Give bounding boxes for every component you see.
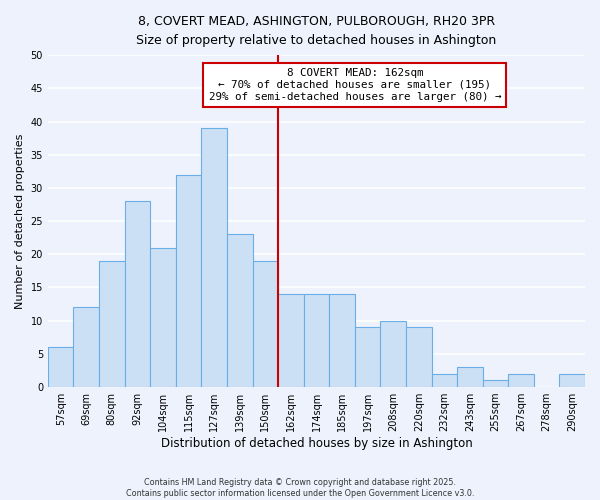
Bar — [202, 128, 227, 387]
Bar — [150, 248, 176, 387]
Bar — [125, 201, 150, 387]
Bar — [508, 374, 534, 387]
Bar — [355, 328, 380, 387]
Bar — [227, 234, 253, 387]
Text: 8 COVERT MEAD: 162sqm
← 70% of detached houses are smaller (195)
29% of semi-det: 8 COVERT MEAD: 162sqm ← 70% of detached … — [209, 68, 501, 102]
Bar — [48, 347, 73, 387]
Y-axis label: Number of detached properties: Number of detached properties — [15, 134, 25, 309]
Text: Contains HM Land Registry data © Crown copyright and database right 2025.
Contai: Contains HM Land Registry data © Crown c… — [126, 478, 474, 498]
X-axis label: Distribution of detached houses by size in Ashington: Distribution of detached houses by size … — [161, 437, 472, 450]
Bar — [406, 328, 431, 387]
Bar — [304, 294, 329, 387]
Bar — [559, 374, 585, 387]
Bar — [431, 374, 457, 387]
Bar — [253, 261, 278, 387]
Bar — [457, 367, 482, 387]
Bar — [176, 174, 202, 387]
Bar — [380, 320, 406, 387]
Title: 8, COVERT MEAD, ASHINGTON, PULBOROUGH, RH20 3PR
Size of property relative to det: 8, COVERT MEAD, ASHINGTON, PULBOROUGH, R… — [136, 15, 497, 47]
Bar — [329, 294, 355, 387]
Bar — [73, 308, 99, 387]
Bar — [99, 261, 125, 387]
Bar — [278, 294, 304, 387]
Bar — [482, 380, 508, 387]
